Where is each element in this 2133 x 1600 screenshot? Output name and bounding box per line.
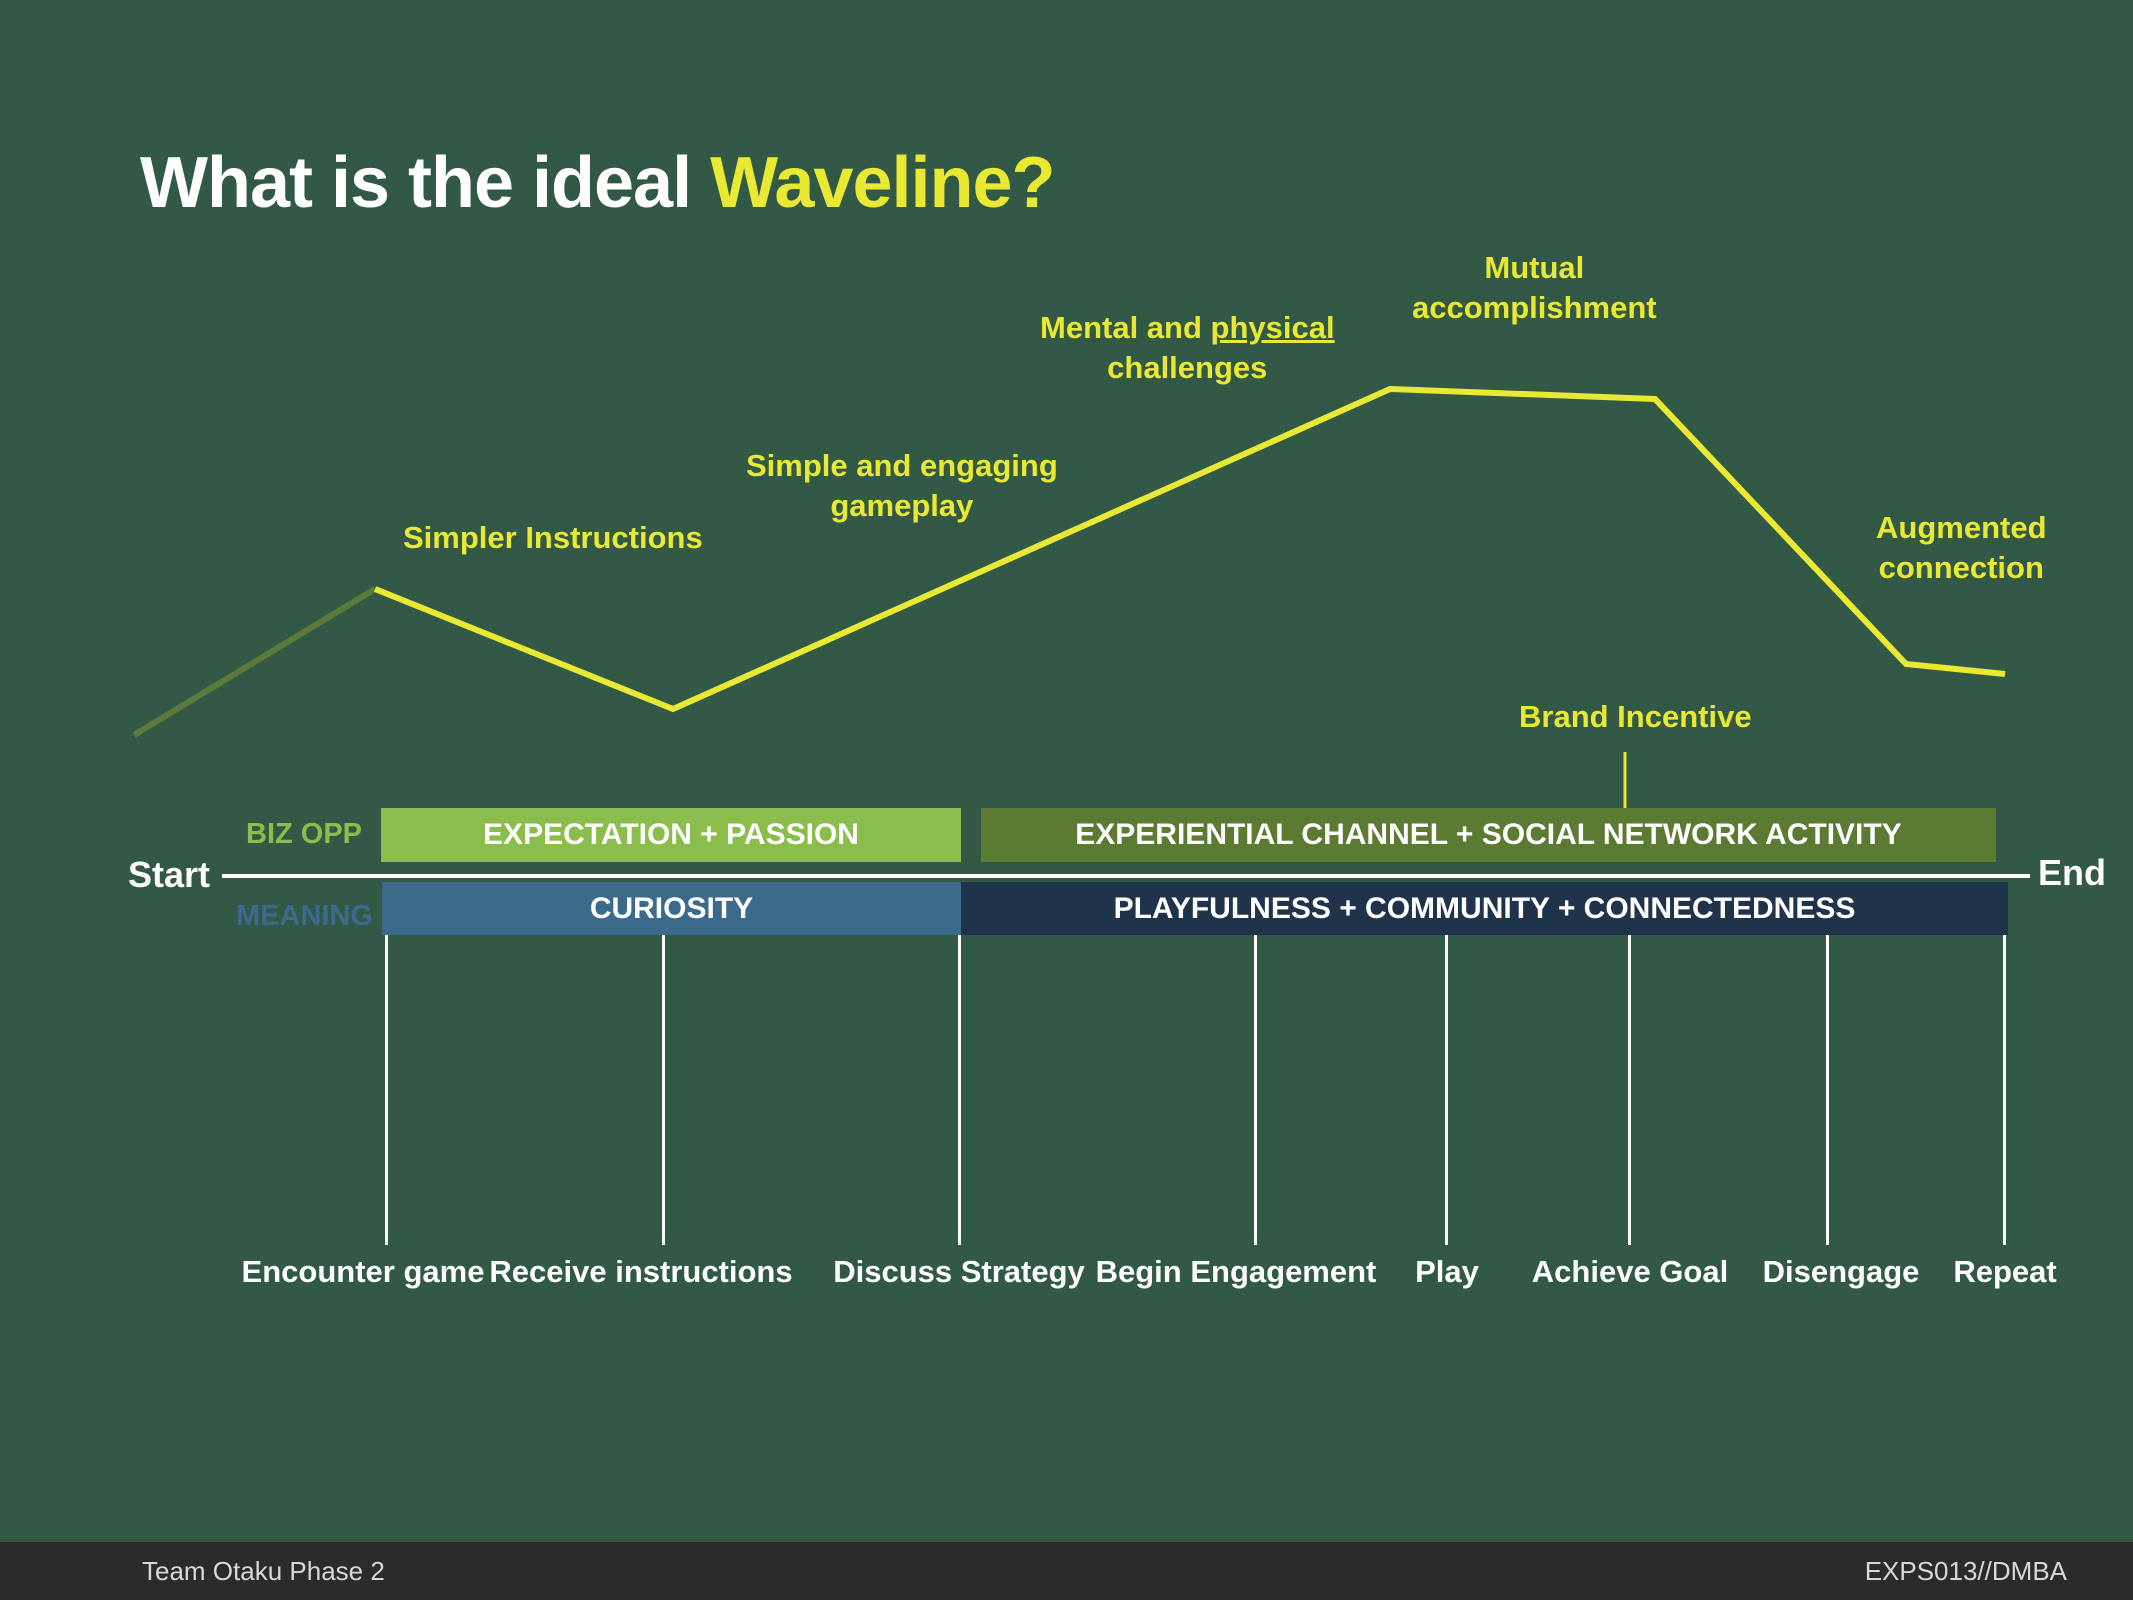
title-prefix: What is the ideal	[140, 143, 711, 223]
annotation-simpler-instructions: Simpler Instructions	[403, 518, 703, 558]
bar-expectation-passion: EXPECTATION + PASSION	[381, 808, 961, 862]
wave-start-segment	[132, 586, 377, 738]
stage-tick	[1254, 935, 1257, 1245]
slide: What is the ideal Waveline? Simpler Inst…	[128, 142, 2106, 1289]
annotation-line-1: Mutual	[1484, 250, 1585, 285]
annotation-line-2: connection	[1878, 550, 2044, 585]
annotation-line-2: gameplay	[830, 488, 974, 523]
stage-label-repeat: Repeat	[1953, 1254, 2057, 1289]
stage-tick	[958, 935, 961, 1245]
stage-tick	[385, 935, 388, 1245]
row-label-meaning: MEANING	[236, 900, 373, 932]
annotation-underlined: physical	[1210, 310, 1335, 345]
stage-label-begin-engagement: Begin Engagement	[1095, 1254, 1377, 1289]
annotation-line-1: Mental and physical	[1040, 308, 1335, 348]
annotation-line-2: accomplishment	[1412, 290, 1657, 325]
title-highlight: Waveline?	[710, 143, 1055, 223]
stage-label-discuss-strategy: Discuss Strategy	[833, 1254, 1085, 1289]
stage-label-play: Play	[1415, 1254, 1479, 1289]
annotation-line-1: Augmented	[1876, 510, 2047, 545]
waveline-path	[373, 385, 2006, 713]
footer-left-text: Team Otaku Phase 2	[142, 1556, 385, 1586]
bar-playfulness-community: PLAYFULNESS + COMMUNITY + CONNECTEDNESS	[961, 882, 2008, 935]
stage-tick	[1445, 935, 1448, 1245]
annotation-line-2: challenges	[1107, 350, 1268, 385]
bar-curiosity: CURIOSITY	[382, 882, 961, 935]
annotation-simple-gameplay: Simple and engaging gameplay	[746, 446, 1058, 526]
stage-label-receive-instructions: Receive instructions	[489, 1254, 793, 1289]
annotation-mutual-accomplishment: Mutual accomplishment	[1412, 248, 1657, 328]
stage-label-disengage: Disengage	[1762, 1254, 1920, 1289]
timeline-end-label: End	[2038, 852, 2106, 893]
annotation-text: Simpler Instructions	[403, 520, 703, 555]
annotation-brand-incentive: Brand Incentive	[1519, 697, 1752, 737]
footer-bar: Team Otaku Phase 2 EXPS013//DMBA	[0, 1542, 2133, 1600]
stage-label-encounter-game: Encounter game	[241, 1254, 485, 1289]
annotation-line-1: Simple and engaging	[746, 448, 1058, 483]
annotation-mental-physical: Mental and physical challenges	[1040, 308, 1335, 388]
annotation-text: Mental and	[1040, 310, 1211, 345]
timeline-start-label: Start	[128, 854, 211, 895]
bar-experiential-channel: EXPERIENTIAL CHANNEL + SOCIAL NETWORK AC…	[981, 808, 1996, 862]
timeline-axis	[222, 874, 2030, 878]
stage-tick	[1826, 935, 1829, 1245]
row-label-biz-opp: BIZ OPP	[246, 818, 363, 850]
stage-tick	[1628, 935, 1631, 1245]
page-title: What is the ideal Waveline?	[140, 142, 1056, 224]
footer-right-text: EXPS013//DMBA	[1864, 1556, 2067, 1586]
annotation-augmented-connection: Augmented connection	[1876, 508, 2047, 588]
stage-tick	[2003, 935, 2006, 1245]
stage-tick	[662, 935, 665, 1245]
waveline-diagram	[132, 385, 2006, 808]
stage-label-achieve-goal: Achieve Goal	[1531, 1254, 1729, 1289]
annotation-text: Brand Incentive	[1519, 699, 1752, 734]
